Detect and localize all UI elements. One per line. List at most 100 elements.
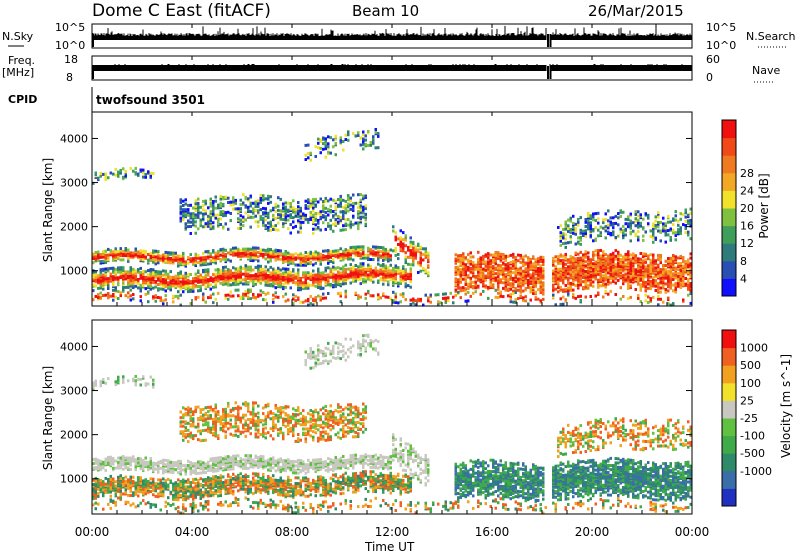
heatmap-cell: [299, 206, 302, 210]
heatmap-cell: [252, 274, 255, 278]
heatmap-cell: [207, 255, 210, 259]
heatmap-cell: [629, 253, 632, 257]
heatmap-cell: [94, 251, 97, 254]
heatmap-cell: [189, 225, 192, 228]
heatmap-cell: [324, 155, 327, 159]
heatmap-cell: [219, 253, 222, 257]
heatmap-cell: [244, 276, 247, 280]
heatmap-cell: [224, 278, 227, 282]
heatmap-cell: [569, 273, 572, 277]
heatmap-cell: [409, 267, 412, 271]
heatmap-cell: [177, 254, 180, 258]
heatmap-cell: [364, 212, 367, 216]
heatmap-cell: [397, 268, 400, 272]
heatmap-cell: [184, 260, 187, 264]
heatmap-cell: [292, 276, 295, 280]
heatmap-cell: [534, 280, 537, 284]
heatmap-cell: [347, 205, 350, 209]
heatmap-cell: [562, 278, 565, 282]
heatmap-cell: [254, 277, 257, 281]
heatmap-cell: [119, 266, 122, 270]
heatmap-cell: [304, 199, 307, 203]
heatmap-cell: [364, 276, 367, 280]
heatmap-cell: [359, 215, 362, 219]
heatmap-cell: [202, 276, 205, 279]
heatmap-cell: [132, 276, 135, 280]
heatmap-cell: [214, 213, 217, 217]
heatmap-cell: [347, 209, 350, 213]
heatmap-cell: [239, 214, 242, 218]
heatmap-cell: [169, 257, 172, 260]
heatmap-cell: [199, 211, 202, 215]
heatmap-cell: [569, 286, 572, 290]
heatmap-cell: [542, 288, 545, 292]
heatmap-cell: [124, 247, 127, 250]
heatmap-cell: [319, 285, 322, 289]
heatmap-cell: [487, 252, 490, 256]
heatmap-cell: [242, 278, 245, 282]
heatmap-cell: [207, 272, 210, 276]
heatmap-cell: [394, 272, 397, 276]
heatmap-cell: [509, 261, 512, 264]
heatmap-cell: [387, 280, 390, 284]
heatmap-cell: [264, 224, 267, 228]
heatmap-cell: [324, 215, 327, 219]
heatmap-cell: [487, 256, 490, 260]
heatmap-cell: [102, 273, 105, 277]
heatmap-cell: [262, 198, 265, 202]
heatmap-cell: [342, 210, 345, 214]
heatmap-cell: [94, 278, 97, 282]
heatmap-cell: [127, 278, 130, 282]
heatmap-cell: [499, 252, 502, 256]
heatmap-cell: [467, 282, 470, 286]
heatmap-cell: [512, 276, 515, 280]
heatmap-cell: [332, 268, 335, 272]
heatmap-cell: [197, 253, 200, 257]
heatmap-cell: [267, 247, 270, 251]
heatmap-cell: [149, 174, 152, 178]
heatmap-cell: [189, 203, 192, 207]
heatmap-cell: [327, 222, 330, 225]
heatmap-cell: [212, 212, 215, 216]
heatmap-cell: [654, 279, 657, 283]
heatmap-cell: [329, 250, 332, 254]
heatmap-cell: [262, 211, 265, 215]
heatmap-cell: [337, 203, 340, 207]
heatmap-cell: [222, 202, 225, 206]
heatmap-cell: [272, 281, 275, 285]
heatmap-cell: [467, 253, 470, 257]
heatmap-cell: [632, 267, 635, 271]
heatmap-cell: [229, 273, 232, 277]
heatmap-cell: [489, 259, 492, 263]
heatmap-cell: [219, 197, 222, 201]
heatmap-cell: [104, 253, 107, 257]
heatmap-cell: [339, 271, 342, 275]
heatmap-cell: [149, 251, 152, 255]
heatmap-cell: [264, 280, 267, 284]
heatmap-cell: [249, 265, 252, 269]
heatmap-cell: [464, 273, 467, 277]
heatmap-cell: [237, 217, 240, 221]
heatmap-cell: [264, 218, 267, 222]
heatmap-cell: [519, 256, 522, 260]
heatmap-cell: [474, 283, 477, 287]
heatmap-cell: [297, 274, 300, 278]
heatmap-cell: [294, 275, 297, 279]
heatmap-cell: [459, 270, 462, 274]
heatmap-cell: [212, 256, 215, 260]
heatmap-cell: [469, 259, 472, 263]
heatmap-cell: [554, 259, 557, 263]
heatmap-cell: [539, 264, 542, 268]
heatmap-cell: [319, 197, 322, 201]
heatmap-cell: [592, 262, 595, 266]
heatmap-cell: [194, 279, 197, 283]
heatmap-cell: [217, 206, 220, 210]
heatmap-cell: [307, 198, 310, 202]
heatmap-cell: [289, 223, 292, 227]
heatmap-cell: [644, 285, 647, 289]
heatmap-cell: [352, 207, 355, 211]
heatmap-cell: [139, 283, 142, 287]
heatmap-cell: [367, 273, 370, 277]
heatmap-cell: [552, 269, 555, 273]
heatmap-cell: [219, 269, 222, 273]
